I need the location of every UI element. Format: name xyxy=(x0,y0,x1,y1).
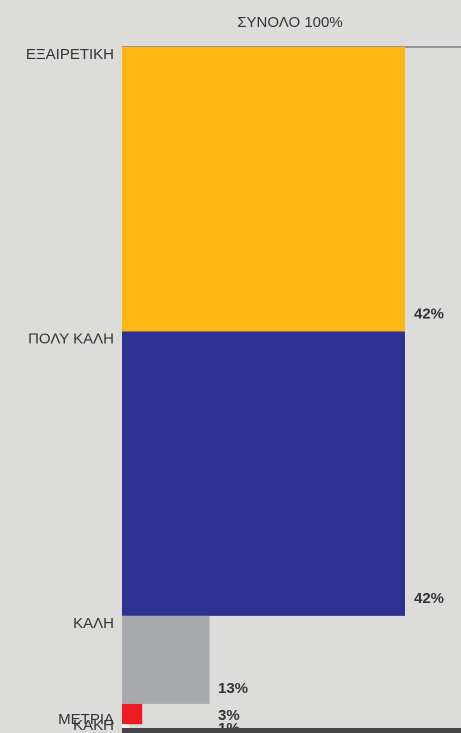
category-label-2: ΠΟΛΥ ΚΑΛΗ xyxy=(28,330,114,347)
bar-1 xyxy=(122,47,405,332)
category-label-4: ΜΕΤΡΙΑ xyxy=(58,711,114,728)
bar-3 xyxy=(122,615,210,704)
bar-4 xyxy=(122,703,143,725)
value-label-2: 42% xyxy=(414,590,444,607)
category-label-3: ΚΑΛΗ xyxy=(73,615,114,632)
category-label-1: ΕΞΑΙΡΕΤΙΚΗ xyxy=(26,46,114,63)
value-label-3: 13% xyxy=(218,680,248,697)
value-label-4: 3% xyxy=(218,707,240,724)
bar-5 xyxy=(122,724,129,731)
value-label-1: 42% xyxy=(414,305,444,322)
bar-2 xyxy=(122,331,405,616)
category-label-5: ΚΑΚΗ xyxy=(73,717,114,733)
column-header: ΣΥΝΟΛΟ 100% xyxy=(237,14,342,31)
